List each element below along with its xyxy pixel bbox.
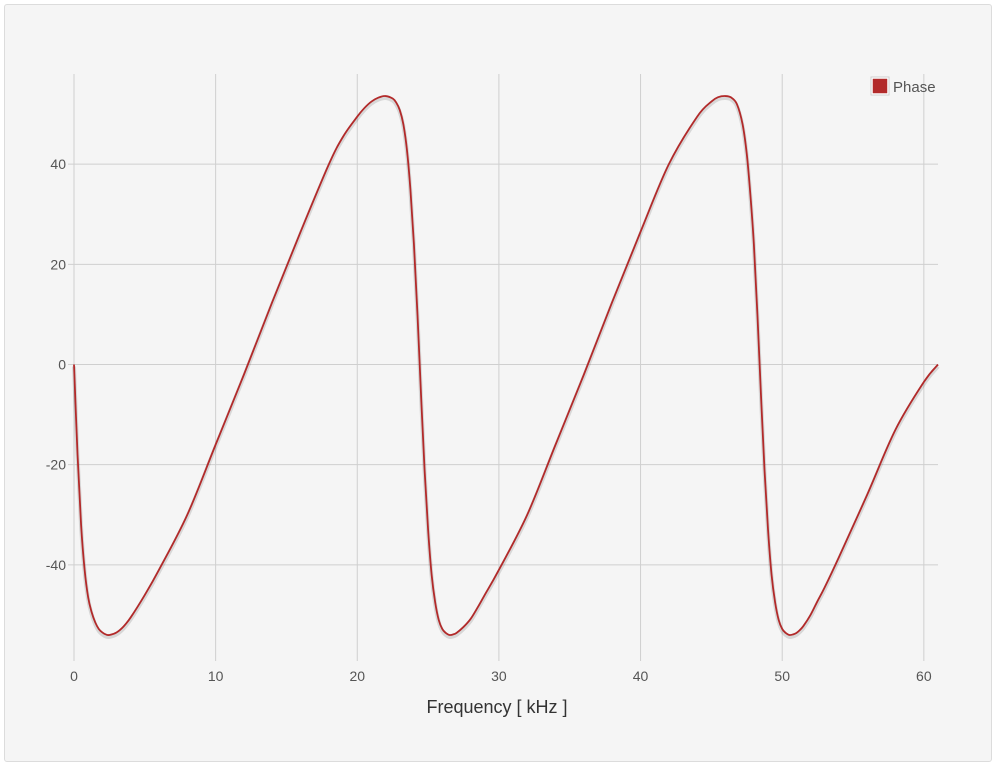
legend-label-phase: Phase	[893, 79, 936, 96]
legend-swatch-phase	[871, 77, 889, 95]
y-tick-label: -20	[46, 457, 66, 473]
x-tick-label: 30	[491, 668, 507, 684]
x-tick-label: 10	[208, 668, 224, 684]
y-tick-labels: -40 -20 0 20 40	[46, 156, 66, 573]
x-tick-label: 40	[633, 668, 649, 684]
x-tick-labels: 0 10 20 30 40 50 60	[70, 668, 932, 684]
y-tick-label: 0	[58, 357, 66, 373]
y-tick-label: 20	[50, 256, 66, 272]
chart-frame	[4, 4, 992, 762]
x-tick-label: 60	[916, 668, 932, 684]
x-tick-label: 20	[349, 668, 365, 684]
x-tick-label: 50	[774, 668, 790, 684]
legend[interactable]: Phase	[870, 76, 936, 96]
x-tick-label: 0	[70, 668, 78, 684]
x-axis-label: Frequency [ kHz ]	[426, 697, 567, 717]
grid	[68, 74, 938, 661]
y-tick-label: 40	[50, 156, 66, 172]
y-tick-label: -40	[46, 557, 66, 573]
series-group	[72, 95, 940, 640]
series-line-phase	[73, 95, 939, 636]
